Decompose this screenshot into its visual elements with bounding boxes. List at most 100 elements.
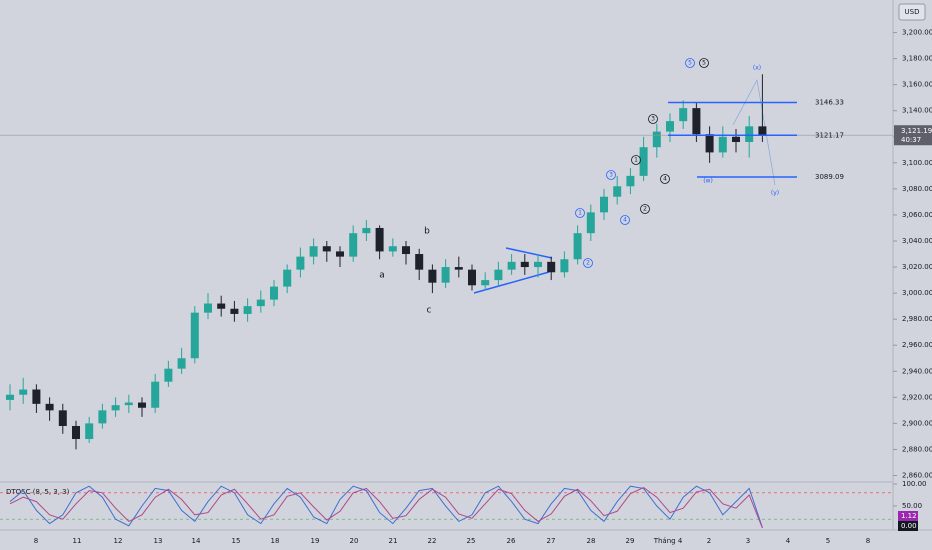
y-tick-label: 3,160.00 <box>902 81 932 89</box>
candle-body <box>481 280 490 286</box>
trendline <box>505 247 553 259</box>
wave-label: 2 <box>643 206 647 213</box>
candle-body <box>613 186 622 197</box>
currency-box[interactable] <box>898 3 926 21</box>
x-tick-label: 15 <box>232 537 241 545</box>
candle-body <box>283 269 292 287</box>
candle-body <box>375 227 384 252</box>
x-tick-label: Tháng 4 <box>653 537 683 545</box>
candle-body <box>732 136 740 142</box>
candle-body <box>190 312 199 359</box>
candle-body <box>428 269 437 283</box>
x-tick-label: 20 <box>350 537 359 545</box>
wave-circle <box>631 155 641 165</box>
x-tick-label: 12 <box>114 537 123 545</box>
candle-body <box>507 261 516 270</box>
last-price: 3,121.19 <box>901 127 932 135</box>
wave-label: 5 <box>688 60 692 67</box>
candle-body <box>402 246 410 255</box>
y-tick-label: 2,960.00 <box>902 341 932 349</box>
x-tick-label: 11 <box>73 537 82 545</box>
trendline <box>473 271 550 294</box>
osc-line <box>9 485 763 528</box>
candle-body <box>32 389 41 404</box>
wave-label: 4 <box>623 217 627 224</box>
osc-marker: 1.12 <box>901 512 917 520</box>
y-tick-label: 3,060.00 <box>902 211 932 219</box>
candle-body <box>217 303 226 309</box>
x-tick-label: 14 <box>192 537 201 545</box>
wave-circle <box>583 258 593 268</box>
candle-body <box>639 147 648 176</box>
candle-body <box>362 227 371 234</box>
x-tick-label: 5 <box>826 537 830 545</box>
countdown: 40:37 <box>901 136 921 144</box>
candle-body <box>138 402 146 408</box>
candle-body <box>573 233 582 260</box>
candle-body <box>718 136 727 153</box>
candle-body <box>415 254 424 270</box>
wave-circle <box>660 174 670 184</box>
wave-label: 4 <box>663 176 667 183</box>
osc-marker: 0.00 <box>901 522 917 530</box>
wave-label: b <box>424 227 430 237</box>
x-tick-label: 13 <box>154 537 163 545</box>
x-tick-label: 27 <box>547 537 556 545</box>
candle-body <box>124 402 133 406</box>
candle-body <box>85 423 94 440</box>
x-tick-label: 2 <box>707 537 711 545</box>
candle-body <box>666 121 674 132</box>
candle-body <box>177 358 186 369</box>
candle-body <box>494 269 503 281</box>
y-tick-label: 2,860.00 <box>902 471 932 479</box>
candle-body <box>705 134 714 153</box>
candle-body <box>468 269 476 286</box>
candle-body <box>164 368 173 382</box>
candle-body <box>19 389 28 395</box>
osc-tick-label: 100.00 <box>902 480 927 488</box>
wave-circle <box>648 114 658 124</box>
wave-label: c <box>427 306 432 316</box>
level-label: 3121.17 <box>815 131 844 139</box>
osc-marker-box <box>898 521 918 531</box>
candle-body <box>745 126 754 142</box>
candle-body <box>151 381 160 408</box>
y-tick-label: 2,920.00 <box>902 393 932 401</box>
wave-circle <box>620 215 630 225</box>
y-tick-label: 3,140.00 <box>902 107 932 115</box>
candle-body <box>520 261 529 268</box>
osc-tick-label: 50.00 <box>902 502 922 510</box>
y-tick-label: 3,080.00 <box>902 185 932 193</box>
candle-body <box>6 394 14 400</box>
candle-body <box>111 405 120 411</box>
candle-body <box>388 246 397 252</box>
candle-body <box>243 306 252 314</box>
level-label: 3146.33 <box>815 98 844 106</box>
wave-path <box>732 79 776 186</box>
oscillator-title: DTOSC (8, 5, 3, 3) <box>6 488 70 496</box>
wave-label: 2 <box>586 260 590 267</box>
wave-label: (w) <box>703 178 713 185</box>
wave-label: 1 <box>634 157 638 164</box>
y-tick-label: 3,200.00 <box>902 29 932 37</box>
candle-body <box>692 108 701 135</box>
wave-circle <box>606 170 616 180</box>
candle-body <box>534 261 542 268</box>
candle-body <box>454 267 463 270</box>
candle-body <box>204 303 212 313</box>
wave-label: 3 <box>651 116 655 123</box>
wave-label: 5 <box>702 60 706 67</box>
x-tick-label: 28 <box>587 537 596 545</box>
candle-body <box>230 308 239 314</box>
x-tick-label: 8 <box>34 537 38 545</box>
candle-body <box>626 175 635 187</box>
y-tick-label: 3,100.00 <box>902 159 932 167</box>
level-label: 3089.09 <box>815 173 844 181</box>
wave-circle <box>699 58 709 68</box>
wave-label: 3 <box>609 172 613 179</box>
currency: USD <box>905 8 920 16</box>
y-tick-label: 2,880.00 <box>902 445 932 453</box>
